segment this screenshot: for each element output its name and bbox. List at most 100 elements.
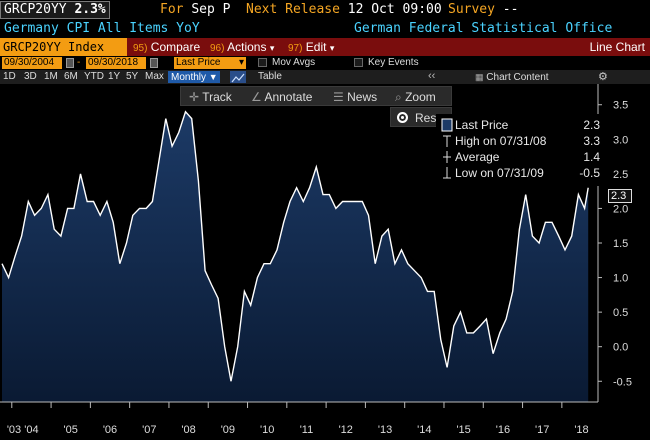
- key-events-checkbox[interactable]: [354, 58, 363, 67]
- x-tick-label: '16: [496, 424, 510, 436]
- price-field-select[interactable]: Last Price ▾: [174, 57, 246, 69]
- track-icon: ✛: [189, 90, 200, 104]
- compare-label: Compare: [150, 40, 201, 54]
- x-tick-label: '10: [260, 424, 274, 436]
- start-calendar-icon[interactable]: [66, 58, 74, 68]
- y-tick-label: 1.0: [613, 273, 628, 285]
- for-label: For: [160, 2, 184, 17]
- last-price-swatch-icon: [441, 118, 453, 132]
- y-tick-label: 2.0: [613, 203, 628, 215]
- date-range-row: 09/30/2004 - 09/30/2018 Last Price ▾ Mov…: [0, 56, 650, 70]
- period-ytd[interactable]: YTD: [84, 71, 104, 82]
- edit-button[interactable]: 97) Edit ▾: [285, 38, 334, 56]
- x-tick-label: '05: [64, 424, 78, 436]
- period-1m[interactable]: 1M: [44, 71, 58, 82]
- x-tick-label: '14: [417, 424, 431, 436]
- legend-high-value: 3.3: [583, 134, 600, 148]
- news-button[interactable]: ☰ News: [333, 89, 377, 105]
- zoom-button[interactable]: ⌕ Zoom: [395, 89, 436, 105]
- edit-dropdown-icon: ▾: [329, 43, 335, 53]
- for-value: Sep P: [191, 2, 231, 17]
- x-tick-label: '11: [300, 424, 314, 436]
- mov-avgs-label: Mov Avgs: [272, 57, 316, 68]
- chart-view-icon[interactable]: [230, 71, 246, 83]
- x-tick-label: '18: [574, 424, 588, 436]
- chart-content-icon: ▦: [475, 72, 484, 82]
- end-date-input[interactable]: 09/30/2018: [86, 57, 146, 69]
- gear-icon[interactable]: ⚙: [598, 71, 608, 83]
- for-field: For Sep P: [160, 2, 230, 18]
- average-marker-icon: [443, 151, 451, 163]
- period-1d[interactable]: 1D: [3, 71, 16, 82]
- period-1y[interactable]: 1Y: [108, 71, 121, 82]
- mov-avgs-checkbox[interactable]: [258, 58, 267, 67]
- compare-number: 95): [133, 43, 148, 54]
- edit-number: 97): [288, 43, 303, 54]
- x-tick-label: '08: [181, 424, 195, 436]
- ticker-box[interactable]: GRCP20YY 2.3%: [0, 1, 110, 19]
- source-name: German Federal Statistical Office: [354, 21, 613, 36]
- x-tick-label: '12: [339, 424, 353, 436]
- news-icon: ☰: [333, 90, 344, 104]
- legend-last-price-value: 2.3: [583, 118, 600, 132]
- end-calendar-icon[interactable]: [150, 58, 158, 68]
- series-line-last-price: [1, 110, 589, 382]
- collapse-arrows-icon[interactable]: ‹‹: [428, 70, 436, 82]
- track-button[interactable]: ✛ Track: [189, 89, 232, 105]
- price-field-dropdown-icon: ▾: [238, 57, 244, 68]
- next-release-value: 12 Oct 09:00: [347, 2, 442, 17]
- chart-toolbar: GRCP20YY Index 95) Compare 96) Actions ▾…: [0, 38, 650, 56]
- period-3d[interactable]: 3D: [24, 71, 37, 82]
- compare-button[interactable]: 95) Compare: [130, 38, 200, 56]
- annotate-icon: ∠: [251, 90, 262, 104]
- annotate-button[interactable]: ∠ Annotate: [251, 89, 312, 105]
- chart-content-button[interactable]: ▦ Chart Content: [475, 71, 549, 84]
- legend-last-price-label: Last Price: [455, 118, 509, 132]
- legend-high-label: High on 07/31/08: [455, 134, 547, 148]
- legend-low: Low on 07/31/09 -0.5: [436, 165, 604, 181]
- ticker-symbol: GRCP20YY: [4, 2, 67, 17]
- frequency-select[interactable]: Monthly ▼: [168, 71, 220, 83]
- series-area-fill: [2, 111, 589, 402]
- legend-low-label: Low on 07/31/09: [455, 166, 544, 180]
- chart-legend: Last Price 2.3 High on 07/31/08 3.3 Aver…: [436, 114, 604, 186]
- x-tick-label: '17: [535, 424, 549, 436]
- y-tick-label: 2.5: [613, 169, 628, 181]
- legend-last-price: Last Price 2.3: [436, 117, 604, 133]
- legend-low-value: -0.5: [579, 166, 600, 180]
- edit-label: Edit: [305, 40, 327, 54]
- y-tick-label: 0.0: [613, 342, 628, 354]
- actions-dropdown-icon: ▾: [269, 43, 275, 53]
- zoom-label: Zoom: [405, 90, 436, 104]
- frequency-value: Monthly: [171, 72, 207, 83]
- period-6m[interactable]: 6M: [64, 71, 78, 82]
- track-label: Track: [202, 90, 232, 104]
- last-price-tag: 2.3: [608, 189, 632, 203]
- table-view-button[interactable]: Table: [258, 71, 282, 82]
- y-tick-label: -0.5: [613, 376, 632, 388]
- news-label: News: [347, 90, 378, 104]
- index-field[interactable]: GRCP20YY Index: [0, 38, 127, 56]
- legend-high: High on 07/31/08 3.3: [436, 133, 604, 149]
- survey-label: Survey: [448, 2, 495, 17]
- security-description-row: Germany CPI All Items YoY German Federal…: [0, 20, 650, 38]
- start-date-input[interactable]: 09/30/2004: [2, 57, 62, 69]
- annotate-label: Annotate: [264, 90, 313, 104]
- key-events-label: Key Events: [368, 57, 419, 68]
- y-tick-label: 3.5: [613, 100, 628, 112]
- x-tick-label: '03: [7, 424, 21, 436]
- actions-button[interactable]: 96) Actions ▾: [207, 38, 274, 56]
- chart-tools-bar: ✛ Track ∠ Annotate ☰ News ⌕ Zoom: [180, 86, 452, 106]
- x-tick-label: '13: [378, 424, 392, 436]
- y-tick-label: 1.5: [613, 238, 628, 250]
- date-separator: -: [77, 57, 81, 68]
- actions-number: 96): [210, 43, 225, 54]
- next-release-field: Next Release 12 Oct 09:00: [246, 2, 442, 18]
- zoom-icon: ⌕: [395, 90, 402, 104]
- x-tick-label: '07: [142, 424, 156, 436]
- frequency-dropdown-icon: ▼: [208, 72, 218, 82]
- x-tick-label: '09: [221, 424, 235, 436]
- period-max[interactable]: Max: [145, 71, 164, 82]
- period-5y[interactable]: 5Y: [126, 71, 139, 82]
- x-tick-label: '04: [24, 424, 38, 436]
